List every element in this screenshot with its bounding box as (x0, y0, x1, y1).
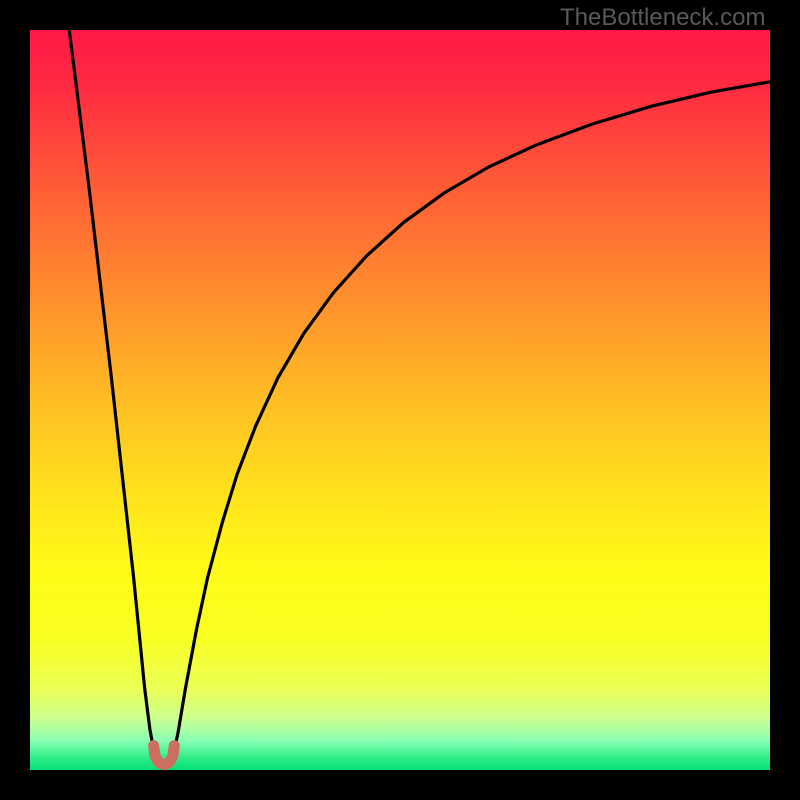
plot-svg (30, 30, 770, 770)
plot-area (30, 30, 770, 770)
watermark-text: TheBottleneck.com (560, 4, 765, 32)
